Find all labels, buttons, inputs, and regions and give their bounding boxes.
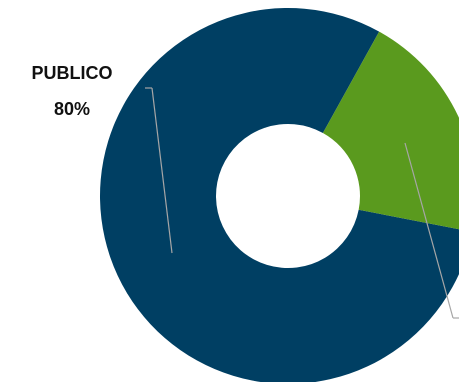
slice-label: PUBLICO (32, 63, 113, 83)
leader-line (404, 142, 454, 319)
slice-value-label: 80% (54, 99, 90, 119)
leader-line (151, 87, 173, 254)
donut-slice (100, 8, 459, 382)
donut-slice (322, 31, 459, 230)
